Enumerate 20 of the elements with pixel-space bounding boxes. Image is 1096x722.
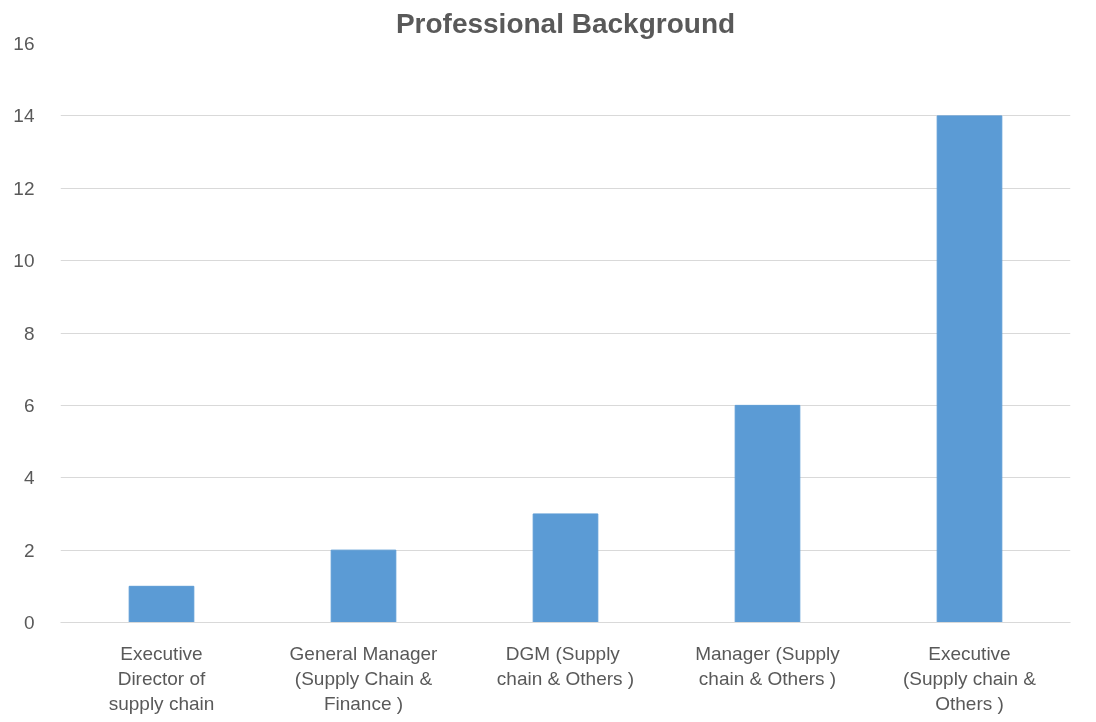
y-tick-label: 12 <box>13 177 35 199</box>
bar <box>128 585 195 623</box>
y-tick-label: 4 <box>23 467 35 489</box>
y-tick-label: 14 <box>13 105 35 127</box>
x-tick-label: DGM (Supply chain & Others ) <box>496 642 635 689</box>
chart-title: Professional Background <box>395 7 736 39</box>
y-tick-label: 16 <box>13 33 35 54</box>
y-tick-label: 6 <box>23 394 35 416</box>
x-tick-label: Executive (Supply chain & Others ) <box>902 642 1037 714</box>
y-tick-label: 10 <box>13 250 35 272</box>
x-tick-label: Manager (Supply chain & Others ) <box>695 642 841 689</box>
x-tick-label: Executive Director of supply chain <box>108 642 215 714</box>
bar <box>734 404 801 623</box>
bar <box>532 513 599 623</box>
bar <box>936 115 1003 623</box>
y-tick-label: 0 <box>23 612 35 633</box>
y-tick-label: 8 <box>23 322 35 344</box>
y-tick-label: 2 <box>23 539 35 561</box>
bar <box>330 549 397 623</box>
x-tick-label: General Manager (Supply Chain & Finance ) <box>289 642 439 714</box>
